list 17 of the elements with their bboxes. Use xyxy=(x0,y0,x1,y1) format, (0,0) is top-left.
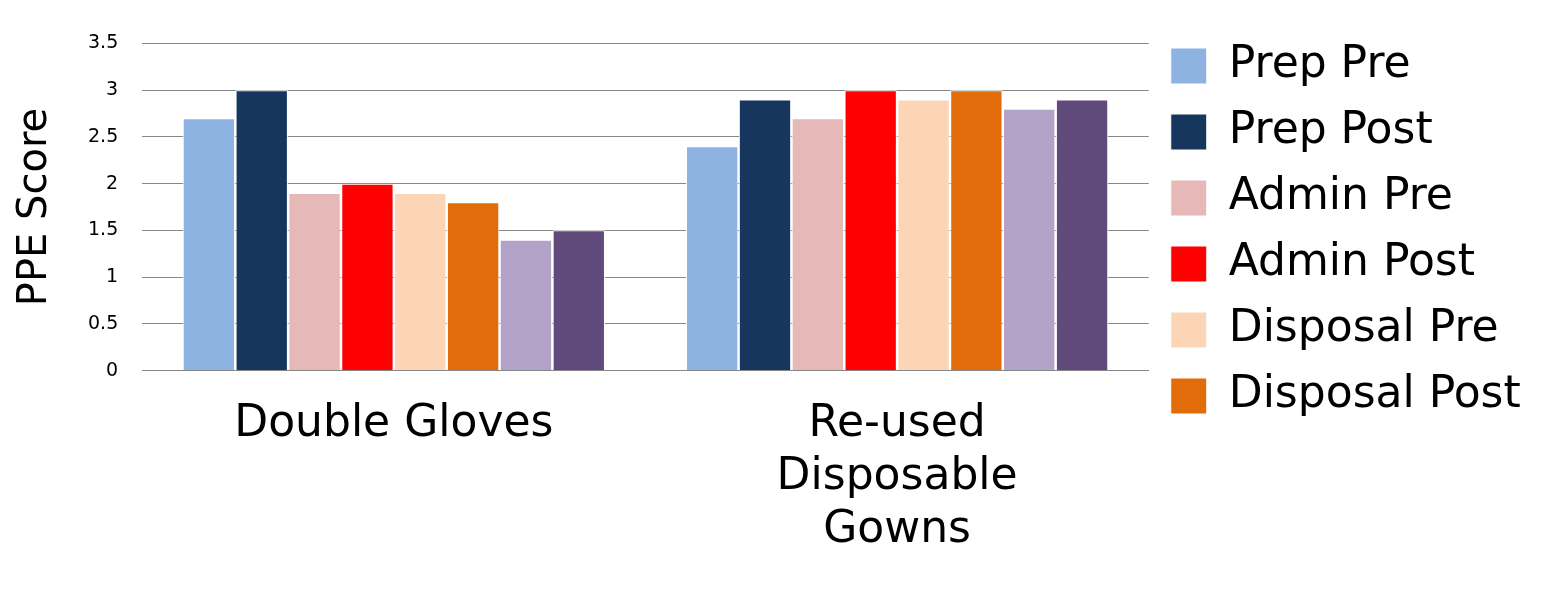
legend-label: Prep Pre xyxy=(1228,36,1411,88)
legend-label: Admin Post xyxy=(1228,234,1476,286)
y-tick-label: 3 xyxy=(106,77,119,100)
legend-label: Prep Post xyxy=(1228,102,1433,154)
legend-label: Admin Pre xyxy=(1228,168,1453,220)
y-tick-label: 0.5 xyxy=(88,310,119,333)
x-tick-label: Double Gloves xyxy=(234,395,554,447)
x-tick-label: Re-used Disposable Gowns xyxy=(776,395,1018,553)
y-tick-label: 2.5 xyxy=(88,123,119,146)
y-tick-label: 0 xyxy=(106,357,119,380)
y-axis-title: PPE Score xyxy=(9,107,56,307)
legend-label: Disposal Pre xyxy=(1228,300,1499,352)
legend-label: Disposal Post xyxy=(1228,366,1521,418)
y-tick-label: 1 xyxy=(106,264,119,287)
y-tick-label: 3.5 xyxy=(88,30,119,53)
y-tick-label: 1.5 xyxy=(88,217,119,240)
y-tick-label: 2 xyxy=(106,170,119,193)
